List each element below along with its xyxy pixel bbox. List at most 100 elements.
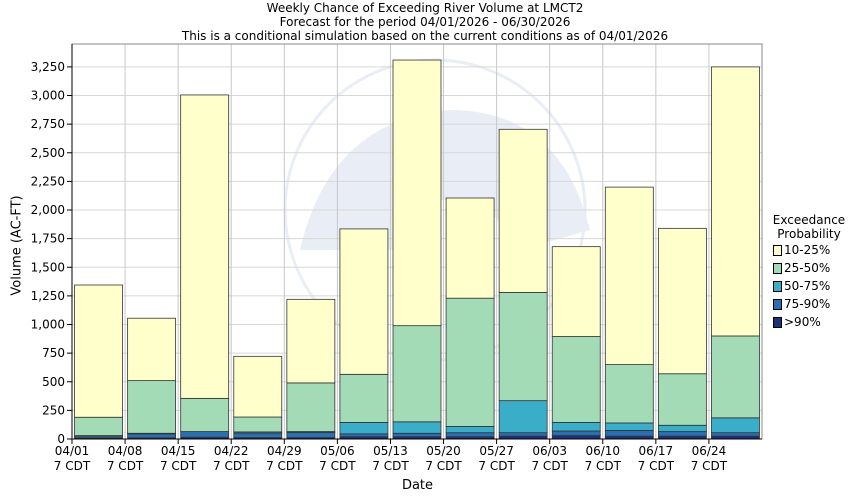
bar-segment-05-20-50-75: [445, 426, 495, 434]
y-tick-label: 2,500: [31, 146, 65, 160]
bar-segment-04-08-10-25: [127, 317, 177, 382]
x-tick-label: 06/24: [692, 444, 727, 458]
bar-segment-06-24-25-50: [711, 335, 760, 419]
y-tick-label: 3,250: [31, 60, 65, 74]
x-tick-label: 05/20: [426, 444, 461, 458]
y-tick-label: 0: [57, 432, 65, 446]
y-tick-label: 500: [42, 375, 65, 389]
bar-segment-05-20-10-25: [445, 197, 495, 299]
bars-group: [74, 59, 760, 440]
x-tick-sublabel: 7 CDT: [107, 459, 144, 473]
legend-swatch-25-50: [773, 263, 782, 274]
legend-label: 25-50%: [784, 261, 831, 275]
y-tick-label: 2,000: [31, 203, 65, 217]
x-tick-sublabel: 7 CDT: [319, 459, 356, 473]
y-tick-label: 250: [42, 403, 65, 417]
x-tick-sublabel: 7 CDT: [266, 459, 303, 473]
bar-segment-04-01-25-50: [74, 416, 123, 436]
y-tick-label: 2,250: [31, 174, 65, 188]
bar-segment-05-06-25-50: [339, 373, 389, 423]
bar-segment-05-13-50-75: [392, 421, 442, 434]
bar-segment-05-27-10-25: [498, 128, 548, 293]
bar-segment-04-22-75-90: [233, 432, 283, 439]
x-tick-label: 04/01: [55, 444, 90, 458]
x-tick-sublabel: 7 CDT: [691, 459, 728, 473]
x-tick-label: 04/22: [214, 444, 249, 458]
legend-label: 50-75%: [784, 279, 831, 293]
bar-segment-04-29-25-50: [286, 382, 336, 432]
bar-segment-06-24-10-25: [711, 66, 760, 337]
y-tick-label: 1,000: [31, 318, 65, 332]
y-tick-label: 1,750: [31, 232, 65, 246]
bar-segment-06-17-50-75: [657, 424, 707, 432]
x-tick-sublabel: 7 CDT: [54, 459, 91, 473]
bar-segment-06-03-75-90: [551, 430, 601, 436]
chart-subtitle-2: This is a conditional simulation based o…: [181, 29, 669, 43]
bar-segment-04-15-25-50: [180, 397, 230, 432]
y-tick-label: 3,000: [31, 89, 65, 103]
bar-segment-05-27-50-75: [498, 400, 548, 434]
x-tick-sublabel: 7 CDT: [478, 459, 515, 473]
x-axis-label: Date: [401, 478, 434, 493]
bar-segment-04-29-75-90: [286, 432, 336, 439]
x-tick-label: 04/15: [161, 444, 196, 458]
y-tick-label: 2,750: [31, 117, 65, 131]
legend-swatch-gt90: [773, 317, 782, 328]
x-tick-label: 04/08: [108, 444, 143, 458]
bar-segment-06-10-25-50: [604, 364, 654, 424]
bar-segment-04-08-25-50: [127, 380, 177, 434]
bar-segment-04-01-10-25: [74, 284, 123, 418]
bar-segment-05-13-10-25: [392, 59, 442, 327]
bar-segment-06-03-25-50: [551, 336, 601, 423]
bar-segment-04-29-10-25: [286, 298, 336, 384]
x-tick-label: 04/29: [267, 444, 302, 458]
y-ticks: 0 250 500 750 1,000 1,250 1,500 1,750 2,000 2,250…: [31, 60, 72, 446]
y-axis-label: Volume (AC-FT): [9, 195, 25, 296]
bar-segment-05-20-25-50: [445, 297, 495, 427]
x-tick-label: 05/13: [373, 444, 408, 458]
x-tick-label: 05/27: [479, 444, 514, 458]
x-tick-sublabel: 7 CDT: [585, 459, 622, 473]
x-tick-sublabel: 7 CDT: [425, 459, 462, 473]
bar-segment-04-22-25-50: [233, 416, 283, 433]
x-tick-label: 06/10: [585, 444, 620, 458]
x-tick-sublabel: 7 CDT: [372, 459, 409, 473]
bar-segment-04-15-75-90: [180, 431, 230, 438]
y-tick-label: 750: [42, 346, 65, 360]
bar-segment-06-24-75-90: [711, 432, 760, 437]
chart-subtitle: Forecast for the period 04/01/2026 - 06/…: [279, 15, 571, 29]
bar-segment-05-06-50-75: [339, 421, 389, 435]
bar-segment-05-06-75-90: [339, 433, 389, 438]
bar-segment-06-17-75-90: [657, 431, 707, 437]
legend-title-line-1: Exceedance: [772, 213, 846, 227]
bar-segment-06-24-50-75: [711, 417, 760, 434]
y-tick-label: 1,500: [31, 260, 65, 274]
x-tick-label: 06/03: [532, 444, 567, 458]
x-tick-sublabel: 7 CDT: [531, 459, 568, 473]
chart-title: Weekly Chance of Exceeding River Volume …: [266, 1, 584, 15]
bar-segment-05-13-75-90: [392, 432, 442, 438]
legend-swatch-50-75: [773, 281, 782, 292]
bar-segment-06-10-50-75: [604, 422, 654, 431]
x-tick-label: 06/17: [639, 444, 674, 458]
bar-segment-04-22-10-25: [233, 355, 283, 418]
bar-segment-04-08-75-90: [127, 433, 177, 439]
legend-swatch-10-25: [773, 245, 782, 256]
bar-segment-06-17-25-50: [657, 373, 707, 426]
x-tick-label: 05/06: [320, 444, 355, 458]
bar-segment-05-06-10-25: [339, 228, 389, 375]
bar-segment-05-13-25-50: [392, 325, 442, 423]
bar-segment-06-03-10-25: [551, 246, 601, 337]
y-tick-label: 1,250: [31, 289, 65, 303]
bar-segment-06-03-gt90: [551, 435, 601, 440]
legend-swatch-75-90: [773, 299, 782, 310]
bar-segment-06-17-10-25: [657, 227, 707, 375]
bar-segment-06-10-75-90: [604, 430, 654, 437]
bar-segment-06-03-50-75: [551, 421, 601, 432]
legend-title-line-2: Probability: [777, 227, 841, 241]
bar-segment-04-15-10-25: [180, 94, 230, 399]
bar-segment-06-10-10-25: [604, 186, 654, 365]
x-tick-sublabel: 7 CDT: [638, 459, 675, 473]
legend-label: 75-90%: [784, 297, 831, 311]
